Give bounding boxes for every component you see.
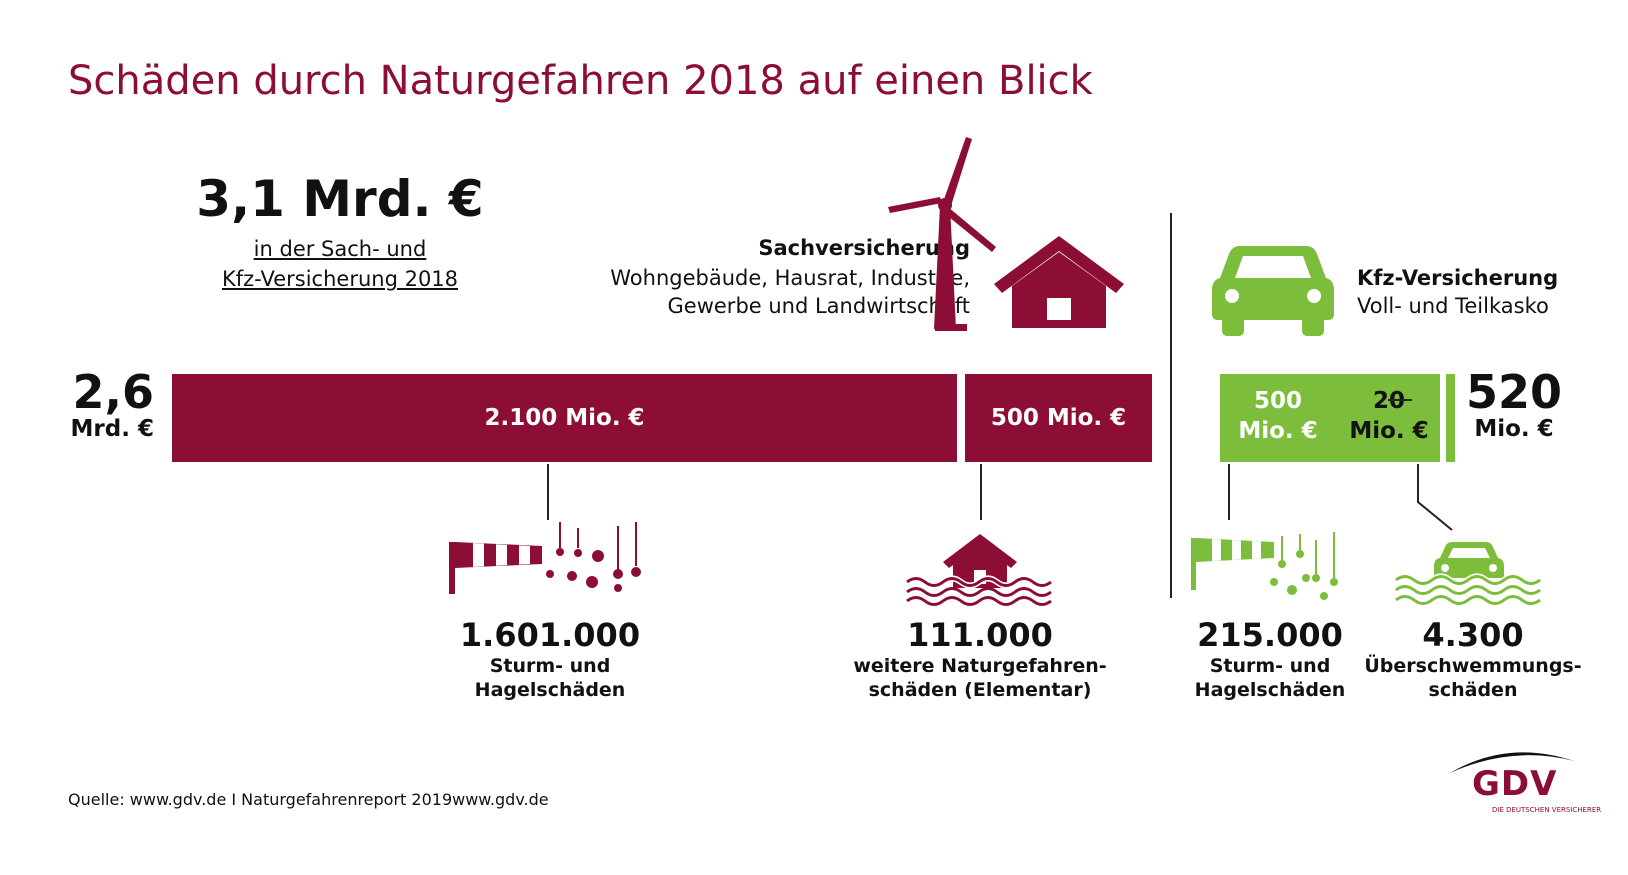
stat-kfz-storm-line1: Sturm- und [1209, 655, 1331, 677]
kfz-total-value: 520 [1465, 365, 1563, 419]
sach-title: Sachversicherung [758, 236, 970, 260]
stat-sach-elementar-label: weitere Naturgefahren- schäden (Elementa… [830, 654, 1130, 702]
connector-3 [1228, 464, 1230, 520]
stat-sach-elementar-line1: weitere Naturgefahren- [853, 655, 1107, 677]
bar-sach-elementar-label: 500 Mio. € [990, 405, 1127, 431]
bar-kfz-storm-unit: Mio. € [1238, 418, 1318, 444]
stat-kfz-storm-line2: Hagelschäden [1194, 679, 1346, 701]
gdv-logo-swoosh [1450, 752, 1574, 773]
bar-kfz-flood-value: 20 [1372, 388, 1405, 414]
bar-sach-storm-label: 2.100 Mio. € [484, 405, 645, 431]
bar-kfz-flood-leader [1388, 399, 1412, 401]
stat-sach-storm-label: Sturm- und Hagelschäden [400, 654, 700, 702]
sach-total: 2,6 Mrd. € [62, 368, 154, 442]
stat-sach-storm-number: 1.601.000 [459, 616, 641, 654]
connector-4 [1417, 464, 1453, 531]
stat-sach-elementar-line2: schäden (Elementar) [868, 679, 1092, 701]
gdv-logo: GDV [1472, 764, 1558, 804]
bar-sach-elementar: 500 Mio. € [965, 374, 1152, 462]
connector-1 [547, 464, 549, 520]
sach-total-value: 2,6 [72, 365, 155, 419]
source-note: Quelle: www.gdv.de I Naturgefahrenreport… [68, 790, 549, 809]
stat-kfz-flood-line1: Überschwemmungs- [1364, 655, 1582, 677]
total-caption-line2: Kfz-Versicherung 2018 [221, 267, 459, 291]
stat-kfz-flood-number: 4.300 [1422, 616, 1524, 654]
stat-sach-storm: 1.601.000 Sturm- und Hagelschäden [400, 616, 700, 702]
house-icon [994, 236, 1124, 328]
bar-kfz-flood-label: 20 Mio. € [1344, 386, 1434, 446]
stat-sach-storm-line2: Hagelschäden [474, 679, 626, 701]
stat-kfz-flood-label: Überschwemmungs- schäden [1358, 654, 1588, 702]
bar-kfz-storm: 500 Mio. € [1220, 374, 1440, 462]
stat-sach-storm-line1: Sturm- und [489, 655, 611, 677]
bar-kfz-storm-value: 500 [1253, 388, 1302, 414]
stat-sach-elementar-number: 111.000 [907, 616, 1053, 654]
stat-sach-elementar: 111.000 weitere Naturgefahren- schäden (… [830, 616, 1130, 702]
sach-subtitle: Wohngebäude, Hausrat, Industrie, Gewerbe… [550, 264, 970, 320]
gdv-logo-tagline: DIE DEUTSCHEN VERSICHERER [1492, 806, 1602, 814]
kfz-total: 520 Mio. € [1462, 368, 1566, 442]
total-value: 3,1 Mrd. € [196, 170, 484, 228]
stat-kfz-storm: 215.000 Sturm- und Hagelschäden [1160, 616, 1380, 702]
section-divider [1170, 213, 1172, 598]
wind-turbine-icon [888, 137, 996, 331]
bar-kfz-storm-label: 500 Mio. € [1228, 386, 1328, 446]
sach-total-unit: Mrd. € [70, 416, 154, 442]
kfz-subtitle: Voll- und Teilkasko [1357, 294, 1549, 318]
windsock-hail-kfz-icon [1191, 532, 1338, 600]
stat-kfz-storm-label: Sturm- und Hagelschäden [1160, 654, 1380, 702]
car-icon [1212, 246, 1334, 336]
kfz-total-unit: Mio. € [1474, 416, 1554, 442]
flooded-car-icon [1394, 542, 1542, 605]
connector-2 [980, 464, 982, 520]
kfz-title: Kfz-Versicherung [1357, 266, 1559, 290]
page-title: Schäden durch Naturgefahren 2018 auf ein… [68, 58, 1093, 104]
bar-kfz-flood [1446, 374, 1455, 462]
bar-kfz-flood-unit: Mio. € [1349, 418, 1429, 444]
stat-kfz-storm-number: 215.000 [1197, 616, 1343, 654]
bar-sach-storm: 2.100 Mio. € [172, 374, 958, 462]
sach-subtitle-line1: Wohngebäude, Hausrat, Industrie, [610, 266, 970, 290]
flooded-house-icon [905, 534, 1053, 606]
stat-kfz-flood-line2: schäden [1428, 679, 1518, 701]
sach-subtitle-line2: Gewerbe und Landwirtschaft [667, 294, 970, 318]
total-caption: in der Sach- und Kfz-Versicherung 2018 [150, 234, 530, 294]
stat-kfz-flood: 4.300 Überschwemmungs- schäden [1358, 616, 1588, 702]
windsock-hail-icon [449, 522, 641, 594]
total-caption-line1: in der Sach- und [253, 237, 427, 261]
